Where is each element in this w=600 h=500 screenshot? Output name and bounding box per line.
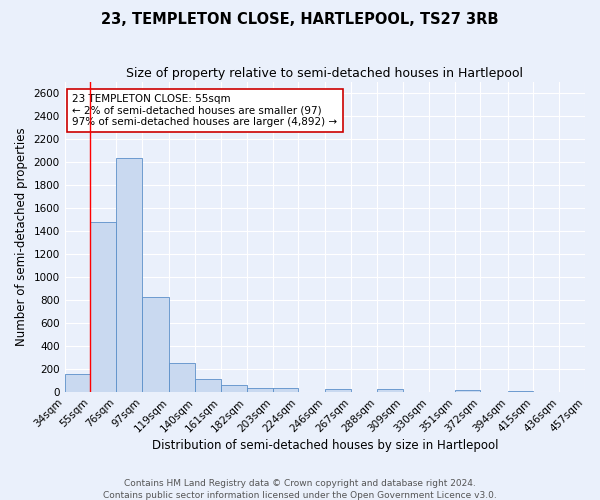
Y-axis label: Number of semi-detached properties: Number of semi-detached properties xyxy=(15,128,28,346)
X-axis label: Distribution of semi-detached houses by size in Hartlepool: Distribution of semi-detached houses by … xyxy=(152,440,498,452)
Bar xyxy=(247,388,272,392)
Text: 23 TEMPLETON CLOSE: 55sqm
← 2% of semi-detached houses are smaller (97)
97% of s: 23 TEMPLETON CLOSE: 55sqm ← 2% of semi-d… xyxy=(73,94,338,128)
Bar xyxy=(221,384,247,392)
Bar xyxy=(508,390,533,392)
Text: 23, TEMPLETON CLOSE, HARTLEPOOL, TS27 3RB: 23, TEMPLETON CLOSE, HARTLEPOOL, TS27 3R… xyxy=(101,12,499,28)
Bar xyxy=(195,379,221,392)
Bar xyxy=(272,388,298,392)
Bar xyxy=(65,374,91,392)
Bar xyxy=(116,158,142,392)
Bar xyxy=(169,364,195,392)
Bar xyxy=(377,390,403,392)
Bar xyxy=(91,222,116,392)
Title: Size of property relative to semi-detached houses in Hartlepool: Size of property relative to semi-detach… xyxy=(127,68,523,80)
Bar xyxy=(325,389,351,392)
Bar xyxy=(142,297,169,392)
Bar xyxy=(455,390,481,392)
Text: Contains HM Land Registry data © Crown copyright and database right 2024.
Contai: Contains HM Land Registry data © Crown c… xyxy=(103,478,497,500)
